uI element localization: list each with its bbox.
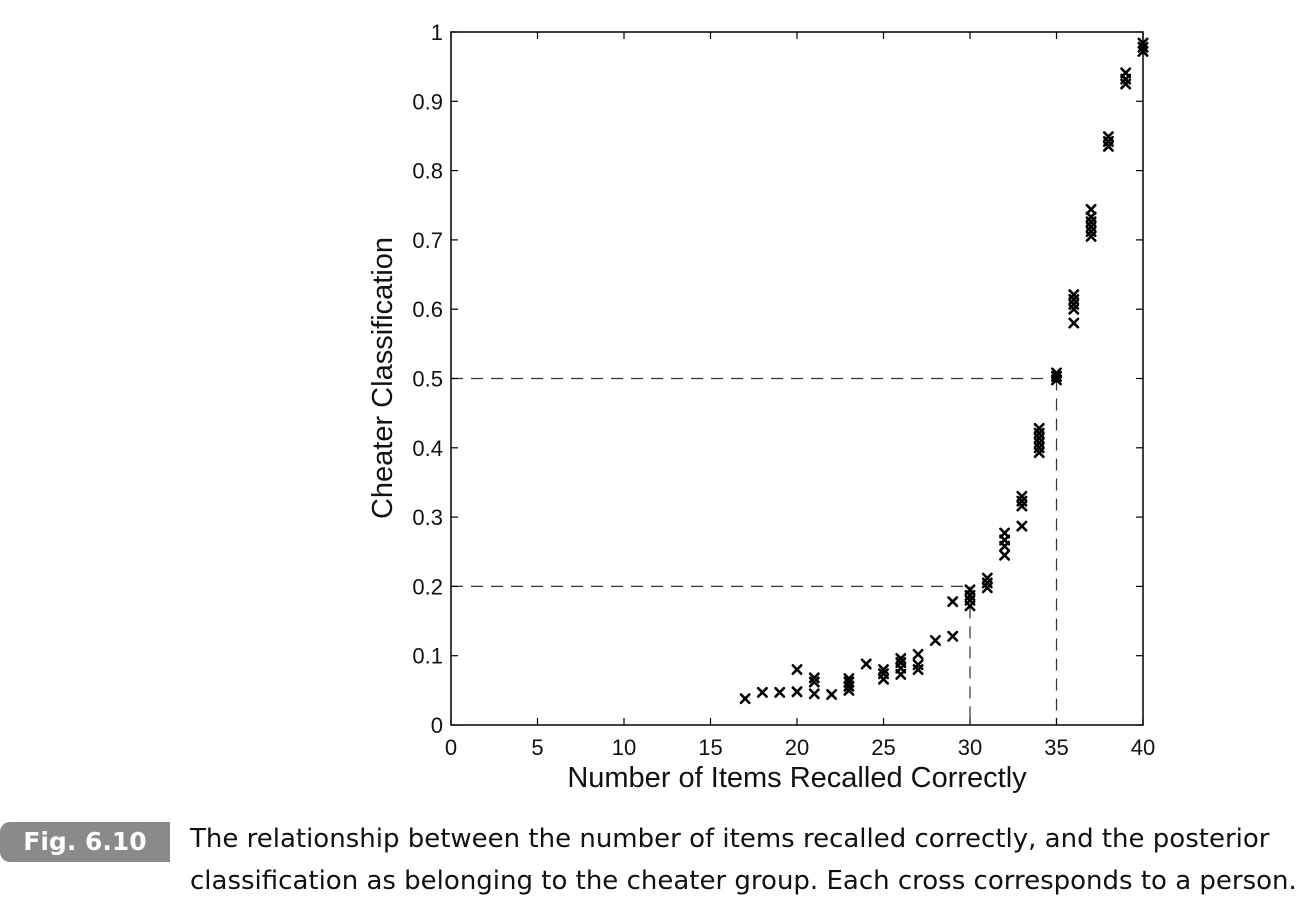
caption-text: The relationship between the number of i… xyxy=(190,824,1297,896)
data-point-marker xyxy=(826,689,838,701)
x-tick-label: 0 xyxy=(445,735,457,760)
y-tick-label: 0.7 xyxy=(412,228,443,253)
y-tick-label: 0.2 xyxy=(412,574,443,599)
data-point-marker xyxy=(756,686,768,698)
data-point-marker xyxy=(1102,131,1114,143)
data-point-marker xyxy=(947,630,959,642)
data-point-marker xyxy=(791,686,803,698)
data-point-marker xyxy=(999,527,1011,539)
x-tick-label: 15 xyxy=(698,735,722,760)
data-points xyxy=(739,37,1149,705)
data-point-marker xyxy=(1016,490,1028,502)
data-point-marker xyxy=(774,686,786,698)
y-tick-label: 0 xyxy=(431,713,443,738)
y-tick-label: 0.8 xyxy=(412,159,443,184)
reference-lines xyxy=(451,377,1058,725)
data-point-marker xyxy=(808,688,820,700)
data-point-marker xyxy=(808,672,820,684)
x-tick-label: 35 xyxy=(1044,735,1068,760)
x-tick-label: 20 xyxy=(785,735,809,760)
y-tick-label: 0.9 xyxy=(412,89,443,114)
data-point-marker xyxy=(912,648,924,660)
data-point-marker xyxy=(843,676,855,688)
data-point-marker xyxy=(1085,203,1097,215)
figure-caption: Fig. 6.10 The relationship between the n… xyxy=(0,818,1312,908)
figure-number-badge: Fig. 6.10 xyxy=(0,822,170,862)
data-point-marker xyxy=(1033,422,1045,434)
x-tick-label: 40 xyxy=(1131,735,1155,760)
data-point-marker xyxy=(1051,367,1062,379)
x-tick-label: 10 xyxy=(612,735,636,760)
data-point-marker xyxy=(1085,211,1097,223)
data-point-marker xyxy=(843,673,855,685)
data-point-marker xyxy=(791,664,803,676)
x-axis-title: Number of Items Recalled Correctly xyxy=(567,762,1027,794)
y-axis-title: Cheater Classification xyxy=(367,237,399,519)
y-tick-label: 0.1 xyxy=(412,644,443,669)
x-tick-label: 25 xyxy=(871,735,895,760)
data-point-marker xyxy=(1120,67,1132,79)
y-tick-label: 0.4 xyxy=(412,436,443,461)
data-point-marker xyxy=(929,634,941,646)
y-axis-ticks: 0 0.1 0.2 0.3 0.4 0.5 0.6 0.7 0.8 0.9 1 xyxy=(412,20,1143,738)
data-point-marker xyxy=(1068,289,1080,301)
data-point-marker xyxy=(895,652,907,664)
data-point-marker xyxy=(999,549,1011,561)
y-tick-label: 1 xyxy=(431,20,443,45)
data-point-marker xyxy=(1068,317,1080,329)
x-tick-label: 30 xyxy=(958,735,982,760)
data-point-marker xyxy=(912,659,924,671)
x-tick-label: 5 xyxy=(531,735,543,760)
data-point-marker xyxy=(981,572,993,584)
scatter-chart: 0 5 10 15 20 25 30 35 40 00.10.20.30.40.50.60.70… xyxy=(367,20,1155,794)
y-tick-label: 0.3 xyxy=(412,505,443,530)
data-point-marker xyxy=(878,664,889,676)
y-tick-label: 0.5 xyxy=(412,367,443,392)
data-point-marker xyxy=(1051,370,1062,382)
x-axis-ticks: 0 5 10 15 20 25 30 35 40 xyxy=(445,32,1155,760)
data-point-marker xyxy=(739,693,751,705)
data-point-marker xyxy=(964,584,976,596)
y-tick-label: 0.6 xyxy=(412,297,443,322)
data-point-marker xyxy=(860,658,872,670)
data-point-marker xyxy=(947,596,959,608)
data-point-marker xyxy=(1016,520,1028,532)
